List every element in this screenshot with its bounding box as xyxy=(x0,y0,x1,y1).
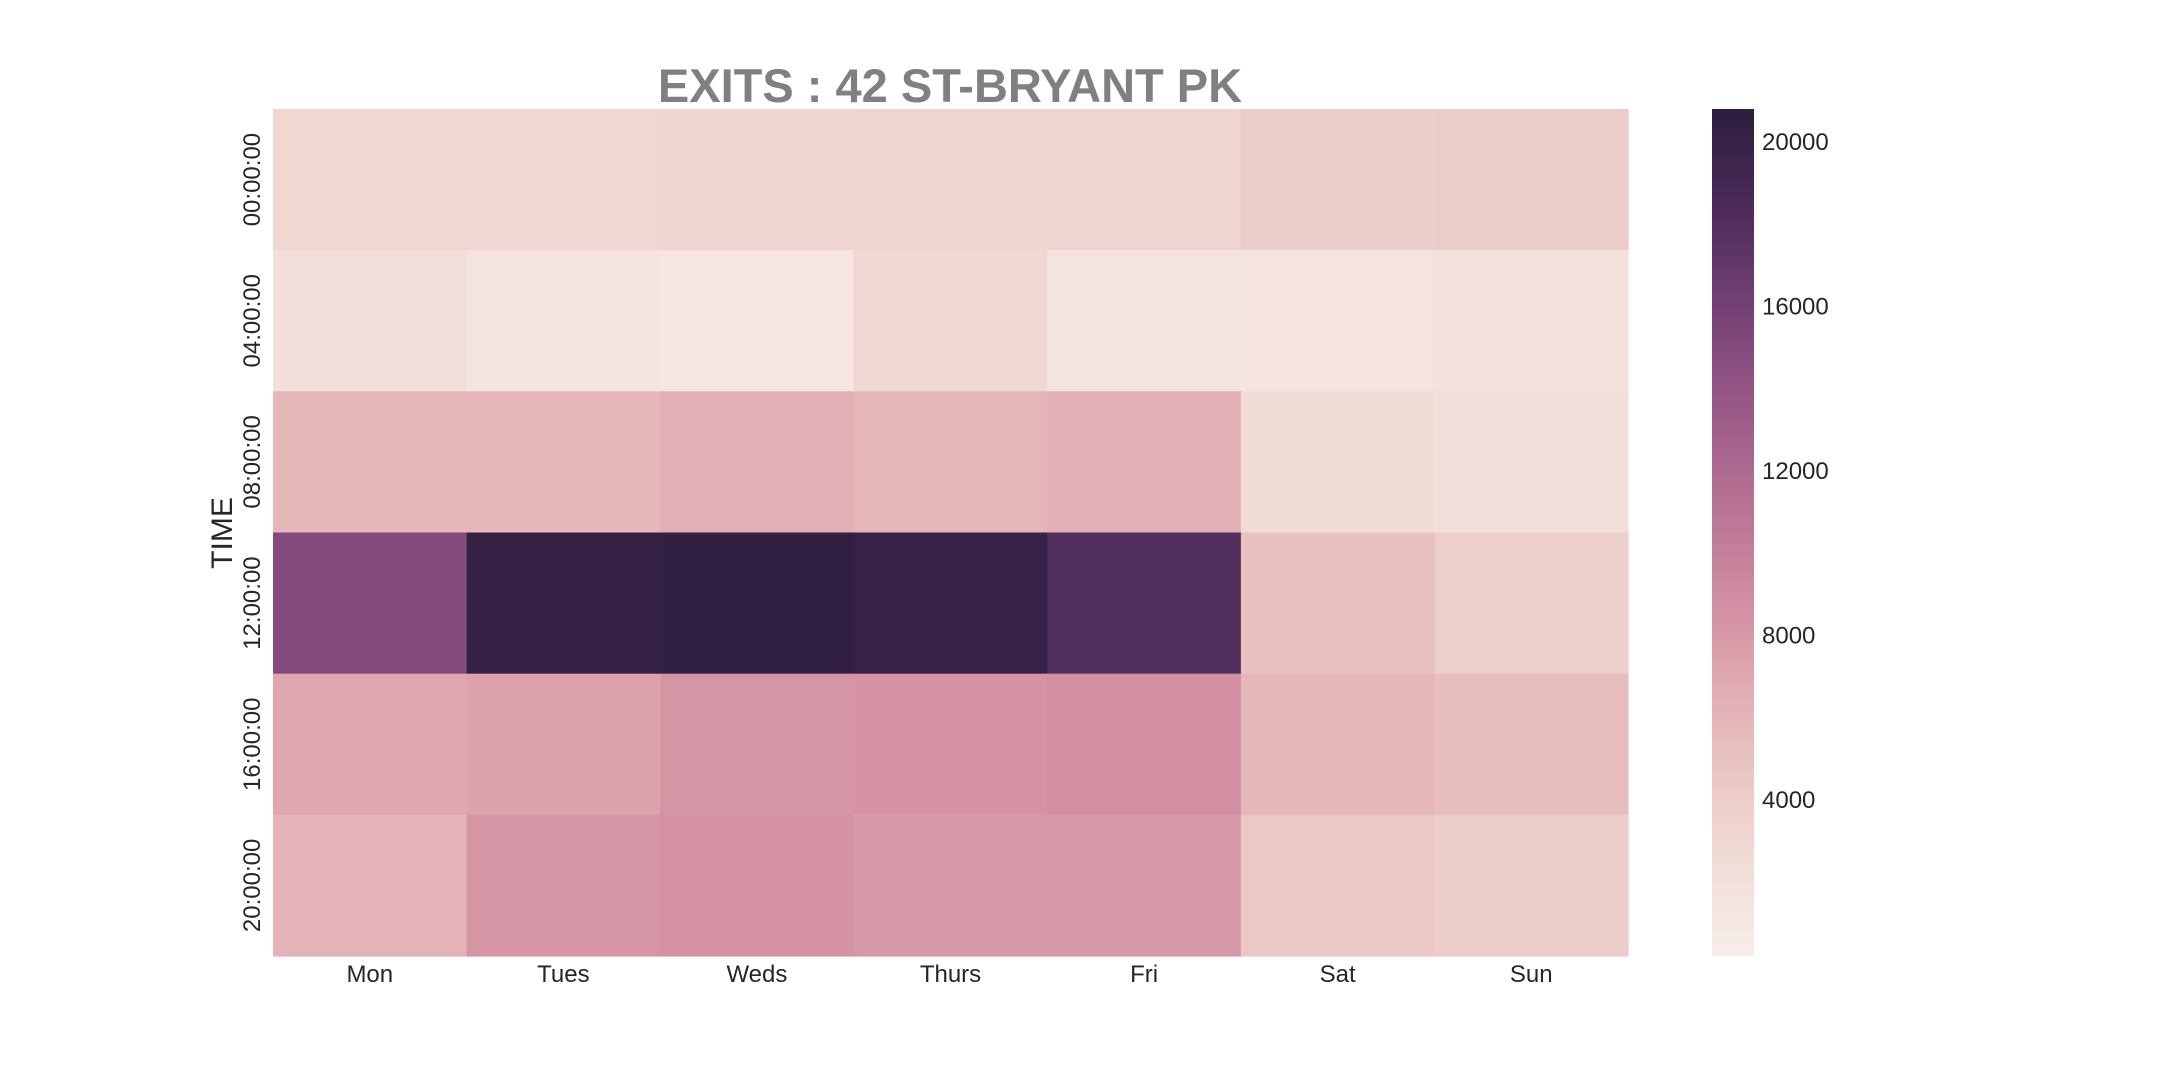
heatmap-cell-120000-thurs xyxy=(853,532,1048,675)
y-tick-label: 04:00:00 xyxy=(239,274,266,367)
heatmap-cell-000000-tues xyxy=(466,109,661,251)
colorbar-tick-label: 4000 xyxy=(1762,787,1815,814)
colorbar-tick-label: 20000 xyxy=(1762,129,1829,156)
heatmap-cell-200000-sat xyxy=(1240,814,1436,957)
heatmap-cell-200000-tues xyxy=(466,814,661,957)
heatmap-cell-200000-fri xyxy=(1047,814,1242,957)
heatmap-cell-000000-weds xyxy=(660,109,855,251)
heatmap-cell-120000-tues xyxy=(466,532,661,675)
heatmap-cell-080000-sat xyxy=(1240,391,1436,534)
heatmap-cell-040000-sat xyxy=(1240,250,1436,392)
colorbar-tick-label: 16000 xyxy=(1762,293,1829,320)
heatmap-cell-000000-mon xyxy=(273,109,468,251)
heatmap-cell-040000-weds xyxy=(660,250,855,392)
heatmap-cell-080000-mon xyxy=(273,391,468,534)
heatmap-cell-160000-tues xyxy=(466,673,661,816)
y-axis-label: TIME xyxy=(206,497,239,569)
colorbar xyxy=(1712,109,1754,956)
heatmap-cell-000000-sat xyxy=(1240,109,1436,251)
heatmap-cell-160000-weds xyxy=(660,673,855,816)
heatmap-cell-120000-weds xyxy=(660,532,855,675)
colorbar-tick-labels: 4000 8000 12000 16000 20000 xyxy=(1762,129,1829,814)
heatmap-cell-120000-mon xyxy=(273,532,468,675)
heatmap-cell-160000-mon xyxy=(273,673,468,816)
heatmap-cell-000000-sun xyxy=(1434,109,1629,251)
heatmap-cell-160000-thurs xyxy=(853,673,1048,816)
colorbar-tick-label: 12000 xyxy=(1762,458,1829,485)
heatmap-cell-120000-sat xyxy=(1240,532,1436,675)
chart-title: EXITS : 42 ST-BRYANT PK xyxy=(658,59,1242,112)
heatmap-cell-040000-fri xyxy=(1047,250,1242,392)
heatmap-cell-080000-fri xyxy=(1047,391,1242,534)
y-tick-label: 20:00:00 xyxy=(239,839,266,932)
heatmap-cell-200000-sun xyxy=(1434,814,1629,957)
x-tick-label: Tues xyxy=(537,961,589,988)
heatmap-cell-160000-fri xyxy=(1047,673,1242,816)
heatmap-cell-160000-sat xyxy=(1240,673,1436,816)
heatmap-cell-040000-tues xyxy=(466,250,661,392)
heatmap-cell-080000-sun xyxy=(1434,391,1629,534)
heatmap-cell-080000-tues xyxy=(466,391,661,534)
heatmap-cell-040000-thurs xyxy=(853,250,1048,392)
y-tick-labels: 00:00:00 04:00:00 08:00:00 12:00:00 16:00:00… xyxy=(239,133,266,932)
x-tick-label: Sun xyxy=(1510,961,1553,988)
heatmap-cell-120000-sun xyxy=(1434,532,1629,675)
heatmap-cell-000000-thurs xyxy=(853,109,1048,251)
y-tick-label: 16:00:00 xyxy=(239,698,266,791)
heatmap-cell-200000-mon xyxy=(273,814,468,957)
heatmap-cell-200000-weds xyxy=(660,814,855,957)
heatmap-cell-040000-mon xyxy=(273,250,468,392)
x-tick-labels: Mon Tues Weds Thurs Fri Sat Sun xyxy=(346,961,1552,988)
x-tick-label: Mon xyxy=(346,961,393,988)
colorbar-tick-label: 8000 xyxy=(1762,622,1815,649)
x-tick-label: Weds xyxy=(726,961,787,988)
heatmap-cell-040000-sun xyxy=(1434,250,1629,392)
heatmap-cell-200000-thurs xyxy=(853,814,1048,957)
x-tick-label: Fri xyxy=(1130,961,1158,988)
heatmap-cell-080000-thurs xyxy=(853,391,1048,534)
y-tick-label: 08:00:00 xyxy=(239,415,266,508)
heatmap-cell-120000-fri xyxy=(1047,532,1242,675)
y-tick-label: 00:00:00 xyxy=(239,133,266,226)
x-tick-label: Thurs xyxy=(920,961,981,988)
heatmap-cell-080000-weds xyxy=(660,391,855,534)
x-tick-label: Sat xyxy=(1320,961,1356,988)
heatmap-cells xyxy=(273,109,1629,957)
heatmap-cell-160000-sun xyxy=(1434,673,1629,816)
heatmap-cell-000000-fri xyxy=(1047,109,1242,251)
y-tick-label: 12:00:00 xyxy=(239,556,266,649)
